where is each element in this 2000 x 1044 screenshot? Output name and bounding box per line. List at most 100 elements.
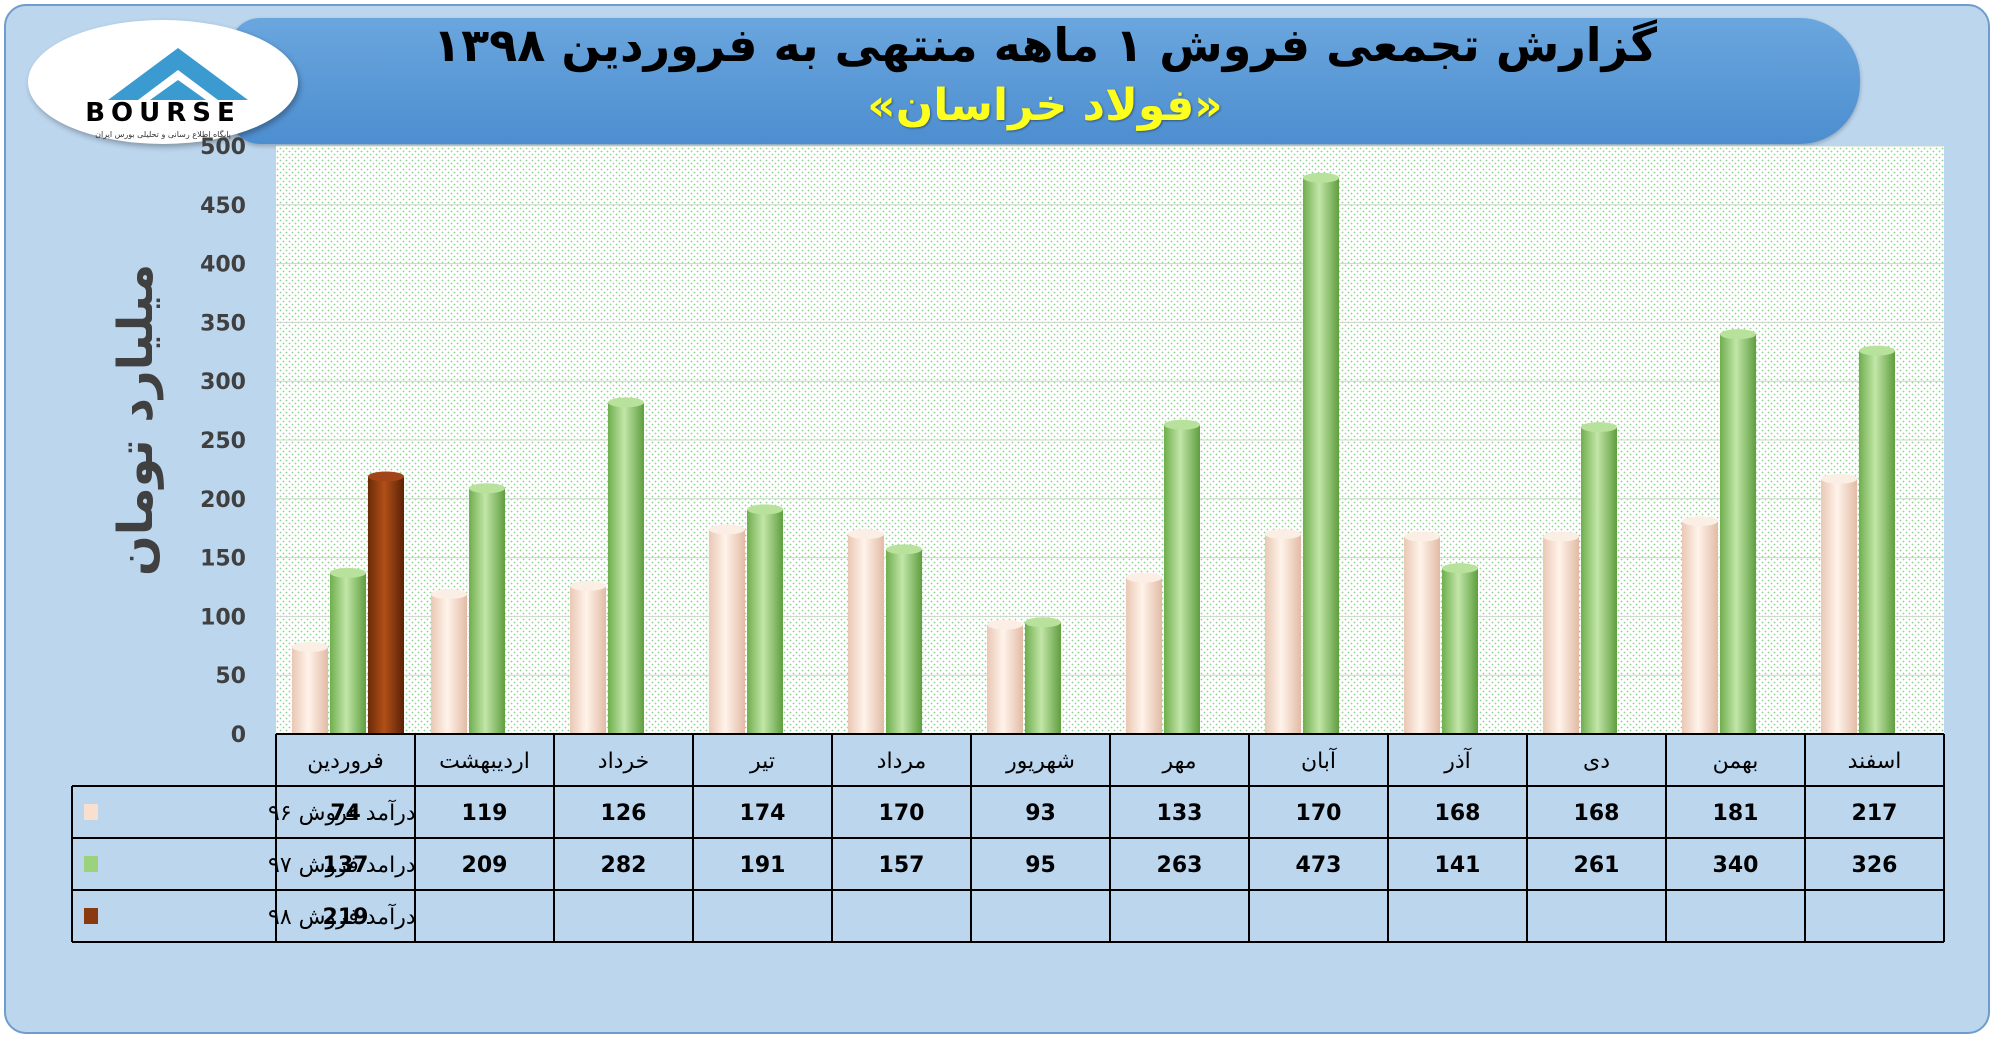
bar-0-11 <box>1821 478 1857 734</box>
bar-cap-0-3 <box>709 524 745 535</box>
bar-1-6 <box>1164 424 1200 734</box>
bar-cap-0-4 <box>848 529 884 540</box>
data-label: 133 <box>1157 801 1203 826</box>
legend-swatch <box>84 804 98 820</box>
data-label: 181 <box>1713 801 1759 826</box>
y-tick-label: 400 <box>200 253 246 278</box>
bar-cap-2-0 <box>368 471 404 482</box>
y-tick-label: 200 <box>200 488 246 513</box>
bar-cap-1-7 <box>1303 172 1339 183</box>
bar-cap-1-4 <box>886 544 922 555</box>
bar-1-9 <box>1581 427 1617 734</box>
data-label: 217 <box>1852 801 1898 826</box>
data-label: 174 <box>740 801 786 826</box>
x-tick-label: اردیبهشت <box>439 749 530 774</box>
data-label: 74 <box>330 801 361 826</box>
bar-cap-0-10 <box>1682 516 1718 527</box>
legend-entry: درآمد فروش ۹۶ <box>268 799 416 826</box>
data-label: 209 <box>462 853 508 878</box>
x-tick-label: مهر <box>1161 749 1196 774</box>
y-tick-label: 0 <box>231 723 246 748</box>
y-tick-label: 50 <box>215 664 246 689</box>
data-label: 261 <box>1574 853 1620 878</box>
data-label: 170 <box>879 801 925 826</box>
legend-swatch <box>84 908 98 924</box>
bar-0-7 <box>1265 534 1301 734</box>
bar-0-2 <box>570 585 606 734</box>
bar-1-11 <box>1859 350 1895 734</box>
chart-title: گزارش تجمعی فروش ۱ ماهه منتهی به فروردین… <box>433 18 1657 72</box>
bar-2-0 <box>368 476 404 734</box>
bar-1-2 <box>608 402 644 734</box>
data-label: 326 <box>1852 853 1898 878</box>
bar-cap-1-9 <box>1581 422 1617 433</box>
data-label: 168 <box>1435 801 1481 826</box>
bar-0-6 <box>1126 577 1162 734</box>
bar-cap-1-6 <box>1164 419 1200 430</box>
data-label: 141 <box>1435 853 1481 878</box>
data-label: 157 <box>879 853 925 878</box>
y-tick-label: 250 <box>200 429 246 454</box>
data-label: 282 <box>601 853 647 878</box>
x-tick-label: آبان <box>1301 747 1337 774</box>
bar-cap-0-7 <box>1265 529 1301 540</box>
bar-1-0 <box>330 572 366 734</box>
bar-cap-0-8 <box>1404 531 1440 542</box>
bar-0-3 <box>709 529 745 734</box>
data-label: 93 <box>1025 801 1056 826</box>
bar-0-9 <box>1543 536 1579 734</box>
bar-1-4 <box>886 549 922 734</box>
logo-tagline: پایگاه اطلاع رسانی و تحلیلی بورس ایران <box>95 130 231 139</box>
bar-cap-0-11 <box>1821 473 1857 484</box>
bar-cap-1-11 <box>1859 345 1895 356</box>
data-label: 119 <box>462 801 508 826</box>
bar-0-0 <box>292 646 328 734</box>
data-label: 263 <box>1157 853 1203 878</box>
data-label: 340 <box>1713 853 1759 878</box>
data-label: 219 <box>323 905 369 930</box>
y-tick-label: 500 <box>200 135 246 160</box>
x-tick-label: فروردین <box>307 749 384 774</box>
title-banner <box>230 18 1860 144</box>
bar-cap-1-2 <box>608 397 644 408</box>
legend-entry: درآمد فروش ۹۸ <box>268 903 416 930</box>
data-label: 95 <box>1025 853 1056 878</box>
y-tick-label: 150 <box>200 547 246 572</box>
data-label: 137 <box>323 853 369 878</box>
bourse-logo: BOURSE پایگاه اطلاع رسانی و تحلیلی بورس … <box>28 20 298 144</box>
y-tick-label: 300 <box>200 370 246 395</box>
bar-cap-0-9 <box>1543 531 1579 542</box>
bar-0-4 <box>848 534 884 734</box>
x-tick-label: خرداد <box>598 749 649 774</box>
y-tick-label: 100 <box>200 605 246 630</box>
x-tick-label: اسفند <box>1848 749 1902 774</box>
y-tick-label: 350 <box>200 311 246 336</box>
bar-0-1 <box>431 594 467 734</box>
x-tick-label: دی <box>1583 749 1610 774</box>
bar-0-5 <box>987 624 1023 734</box>
bar-0-10 <box>1682 521 1718 734</box>
bar-cap-0-6 <box>1126 572 1162 583</box>
data-label: 168 <box>1574 801 1620 826</box>
bar-cap-1-3 <box>747 504 783 515</box>
x-tick-label: بهمن <box>1713 749 1759 774</box>
bar-1-8 <box>1442 568 1478 734</box>
bar-cap-1-1 <box>469 483 505 494</box>
bar-cap-0-0 <box>292 641 328 652</box>
bar-1-1 <box>469 488 505 734</box>
bar-1-10 <box>1720 334 1756 734</box>
bar-cap-1-10 <box>1720 329 1756 340</box>
x-tick-label: تیر <box>749 749 775 774</box>
x-tick-label: آذر <box>1443 747 1471 774</box>
data-label: 126 <box>601 801 647 826</box>
y-tick-label: 450 <box>200 194 246 219</box>
bar-cap-1-0 <box>330 567 366 578</box>
bar-cap-1-5 <box>1025 617 1061 628</box>
bar-cap-1-8 <box>1442 563 1478 574</box>
chart-subtitle: «فولاد خراسان» <box>867 80 1223 131</box>
bar-1-5 <box>1025 622 1061 734</box>
x-tick-label: شهریور <box>1005 749 1075 774</box>
bar-cap-0-5 <box>987 619 1023 630</box>
legend-swatch <box>84 856 98 872</box>
